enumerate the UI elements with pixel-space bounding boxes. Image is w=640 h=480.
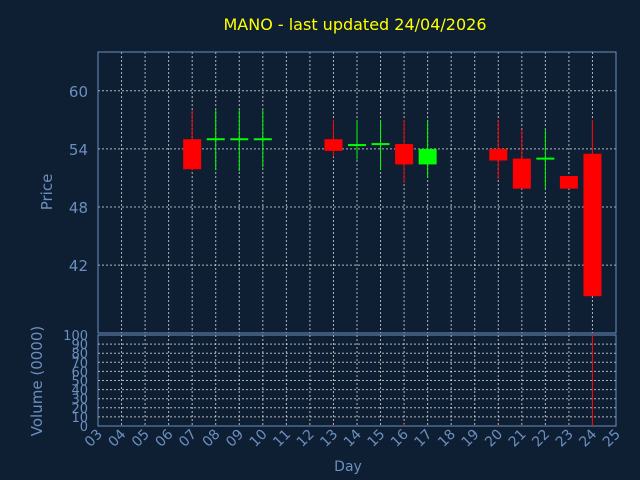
x-tick-label: 14 xyxy=(341,426,365,450)
volume-tick-label: 10 xyxy=(71,411,88,426)
volume-tick-label: 40 xyxy=(71,384,88,399)
x-axis-label: Day xyxy=(334,459,362,475)
candle-body xyxy=(395,144,414,165)
x-tick-label: 20 xyxy=(482,427,506,451)
x-tick-label: 09 xyxy=(223,427,247,451)
x-tick-label: 12 xyxy=(294,427,318,451)
x-tick-label: 19 xyxy=(459,427,483,451)
price-axis-label: Price xyxy=(38,174,56,211)
price-tick-label: 54 xyxy=(69,141,88,159)
candle-body xyxy=(418,148,437,165)
x-tick-label: 04 xyxy=(105,426,129,450)
volume-tick-label: 60 xyxy=(71,365,88,380)
x-tick-label: 15 xyxy=(364,427,388,451)
candle-body xyxy=(324,139,343,151)
x-tick-label: 11 xyxy=(270,427,294,451)
x-tick-label: 16 xyxy=(388,426,412,450)
x-tick-label: 13 xyxy=(317,427,341,451)
price-tick-label: 48 xyxy=(69,199,88,217)
candle-body xyxy=(512,158,531,189)
candle-body xyxy=(183,139,202,170)
x-tick-label: 25 xyxy=(600,427,624,451)
candles xyxy=(183,110,602,297)
x-ticks: 03 04 05 06 07 08 09 10 11 12 13 14 15 16 17 18 19 20 21 22… xyxy=(82,426,624,450)
price-y-ticks: 60 54 48 42 xyxy=(69,83,88,275)
volume-tick-label: 20 xyxy=(71,402,88,417)
x-tick-label: 17 xyxy=(412,427,436,451)
candle-body xyxy=(206,138,225,141)
volume-tick-label: 80 xyxy=(71,347,88,362)
volume-tick-label: 30 xyxy=(71,393,88,408)
x-tick-label: 21 xyxy=(506,427,530,451)
candle-body xyxy=(489,148,508,161)
x-tick-label: 23 xyxy=(553,427,577,451)
candle-body xyxy=(348,144,366,147)
chart-title: MANO - last updated 24/04/2026 xyxy=(223,15,486,34)
volume-tick-label: 50 xyxy=(71,375,88,390)
price-plot-frame xyxy=(97,51,617,334)
candle-body xyxy=(253,138,272,141)
candle-body xyxy=(371,143,390,146)
candle-body xyxy=(536,157,555,160)
price-grid xyxy=(97,52,617,333)
volume-grid xyxy=(97,334,617,427)
volume-tick-label: 70 xyxy=(71,356,88,371)
price-tick-label: 60 xyxy=(69,83,88,101)
volume-tick-label: 90 xyxy=(71,338,88,353)
x-tick-label: 10 xyxy=(247,427,271,451)
x-tick-label: 06 xyxy=(153,426,177,450)
x-tick-label: 08 xyxy=(200,427,224,451)
volume-axis-label: Volume (0000) xyxy=(28,326,46,436)
volume-tick-label: 100 xyxy=(63,329,88,344)
x-tick-label: 18 xyxy=(435,427,459,451)
volume-bars xyxy=(332,335,593,426)
x-tick-label: 24 xyxy=(576,426,600,450)
x-tick-label: 07 xyxy=(176,427,200,451)
volume-plot-frame xyxy=(97,334,617,427)
candle-body xyxy=(583,153,602,297)
candle-body xyxy=(559,176,578,189)
volume-tick-label: 0 xyxy=(80,420,88,435)
price-tick-label: 42 xyxy=(69,257,88,275)
candle-body xyxy=(230,138,249,141)
x-tick-label: 05 xyxy=(129,427,153,451)
x-tick-label: 22 xyxy=(529,427,553,451)
